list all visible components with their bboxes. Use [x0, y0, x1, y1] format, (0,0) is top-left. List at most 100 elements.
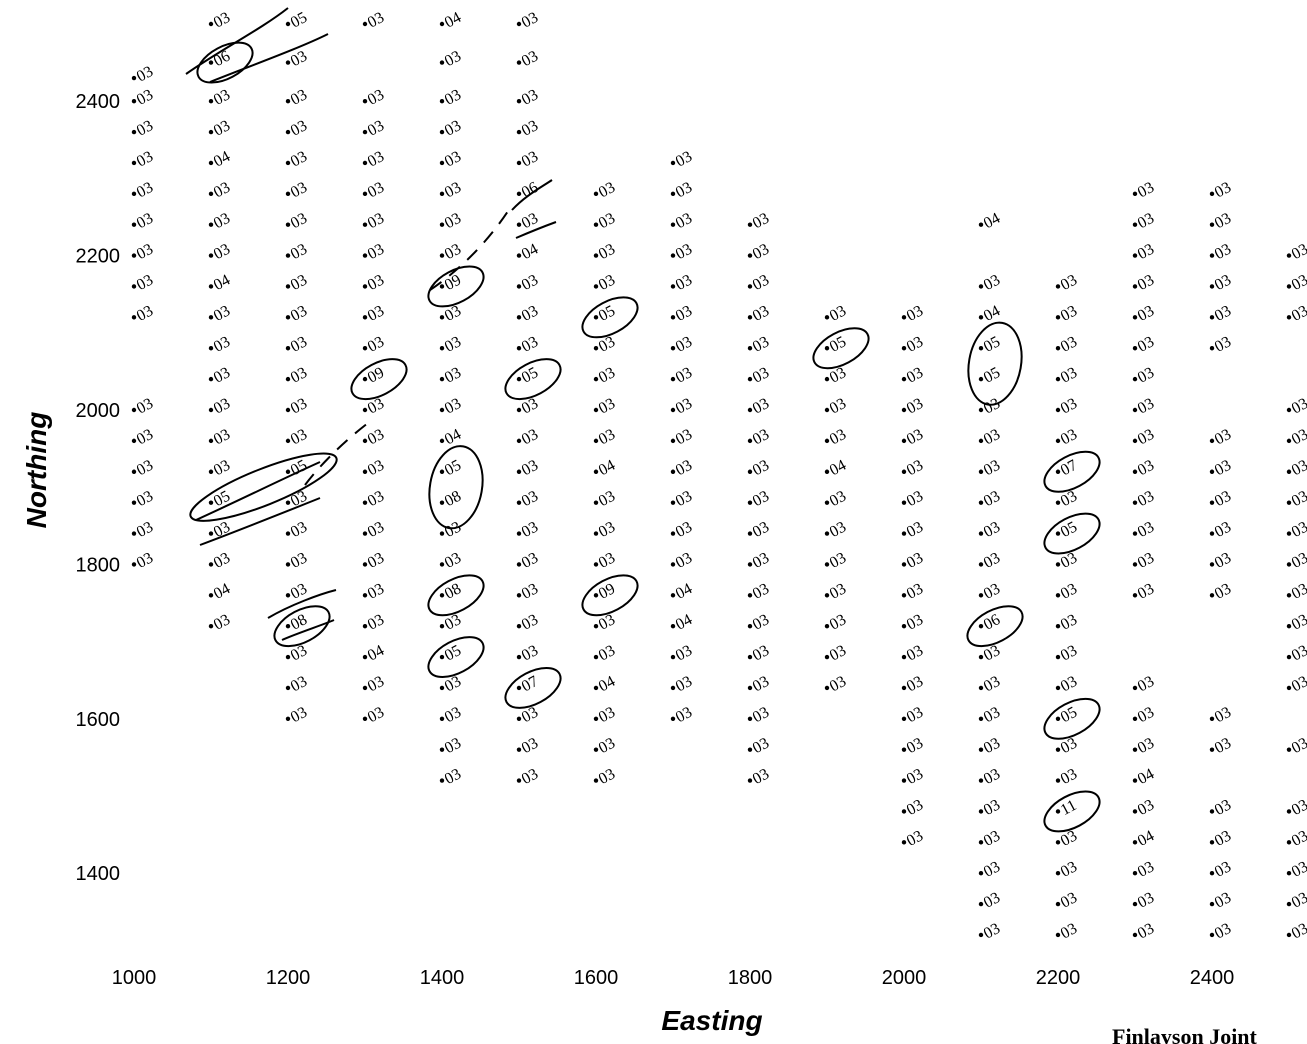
data-label: 03 [1212, 704, 1234, 727]
data-label: 03 [827, 519, 849, 542]
data-point [362, 376, 368, 382]
data-label: 04 [981, 210, 1003, 233]
data-point [1209, 871, 1215, 876]
data-point [285, 284, 291, 289]
data-label: 03 [750, 580, 772, 603]
data-label: 09 [596, 580, 618, 603]
data-point [439, 531, 445, 536]
data-label: 03 [1289, 611, 1307, 634]
data-point [1132, 315, 1138, 320]
data-point [362, 129, 368, 135]
x-tick-label: 2000 [882, 967, 927, 989]
data-point [824, 500, 830, 505]
hand-line [281, 619, 335, 641]
data-point [670, 593, 676, 598]
x-axis-label: Easting [661, 1005, 762, 1036]
data-point [439, 315, 445, 320]
x-tick-label: 1800 [728, 967, 773, 989]
data-point [1286, 531, 1292, 536]
data-label: 03 [673, 457, 695, 480]
data-label: 03 [1135, 796, 1157, 819]
annotation-ring [189, 452, 338, 522]
data-label: 04 [673, 611, 695, 634]
data-label: 03 [750, 735, 772, 758]
data-point [670, 160, 676, 166]
data-label: 03 [1289, 457, 1307, 480]
data-label: 05 [827, 333, 849, 356]
data-label: 03 [981, 488, 1003, 511]
data-label: 03 [288, 179, 310, 202]
data-point [1055, 284, 1061, 289]
data-label: 11 [1058, 797, 1080, 819]
data-label: 03 [1058, 827, 1080, 850]
data-label: 03 [134, 457, 156, 480]
annotation-ring [427, 265, 485, 308]
data-point [439, 562, 445, 567]
data-label: 03 [596, 179, 618, 202]
data-label: 03 [1058, 920, 1080, 943]
data-point [901, 778, 907, 783]
data-label: 03 [365, 426, 387, 449]
hand-line [515, 221, 557, 239]
data-label: 03 [365, 333, 387, 356]
data-point [362, 191, 368, 197]
data-label: 03 [365, 179, 387, 202]
data-label: 03 [134, 395, 156, 418]
data-point [439, 716, 445, 721]
data-point [362, 685, 368, 691]
data-point [1132, 901, 1138, 907]
data-point [516, 376, 522, 382]
data-label: 04 [211, 271, 233, 294]
data-point [901, 469, 907, 474]
data-point [747, 284, 753, 289]
data-point [901, 685, 907, 691]
data-point [901, 562, 907, 567]
data-label: 03 [519, 611, 541, 634]
hand-line [511, 179, 553, 211]
data-label: 03 [750, 766, 772, 789]
data-label: 03 [1212, 241, 1234, 264]
data-point [824, 376, 830, 382]
data-point [516, 222, 522, 227]
data-label: 05 [596, 302, 618, 325]
data-label: 03 [211, 364, 233, 387]
data-label: 03 [519, 519, 541, 542]
data-point [516, 21, 522, 27]
data-label: 06 [981, 611, 1003, 634]
data-point [978, 562, 984, 567]
data-point [1209, 840, 1215, 845]
data-point [285, 531, 291, 536]
data-point [1132, 840, 1138, 845]
data-point [1055, 654, 1061, 660]
annotation-ring [504, 666, 562, 709]
data-label: 03 [750, 333, 772, 356]
data-point [285, 21, 291, 27]
data-label: 03 [673, 241, 695, 264]
data-point [978, 747, 984, 752]
y-tick-label: 2400 [76, 91, 121, 113]
data-point [1209, 562, 1215, 567]
data-point [978, 315, 984, 320]
data-point [901, 747, 907, 752]
data-label: 03 [288, 549, 310, 572]
data-label: 03 [981, 858, 1003, 881]
data-label: 03 [827, 302, 849, 325]
data-label: 03 [365, 611, 387, 634]
data-label: 03 [904, 302, 926, 325]
data-label: 03 [288, 364, 310, 387]
data-label: 04 [211, 580, 233, 603]
data-label: 03 [1058, 858, 1080, 881]
data-point [439, 685, 445, 691]
data-point [516, 191, 522, 197]
data-point [1286, 253, 1292, 258]
data-point [824, 654, 830, 660]
data-label: 03 [211, 302, 233, 325]
data-point [285, 654, 291, 660]
data-point [285, 500, 291, 505]
data-label: 03 [442, 86, 464, 109]
data-label: 03 [981, 426, 1003, 449]
data-point [670, 716, 676, 721]
data-label: 03 [288, 673, 310, 696]
data-label: 03 [1058, 611, 1080, 634]
data-label: 03 [981, 735, 1003, 758]
